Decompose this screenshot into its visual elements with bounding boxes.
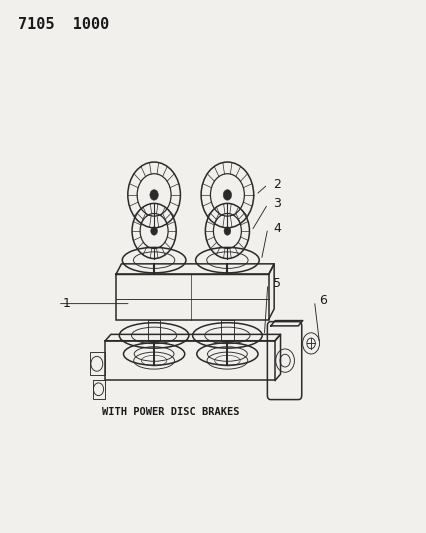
Text: 7105  1000: 7105 1000 [18,17,109,33]
Text: 2: 2 [272,178,280,191]
Text: 6: 6 [319,294,327,308]
Bar [147,319,160,341]
Circle shape [223,190,231,200]
Circle shape [224,227,230,235]
Bar [90,352,105,375]
Circle shape [150,190,158,200]
Text: 3: 3 [272,197,280,211]
Text: WITH POWER DISC BRAKES: WITH POWER DISC BRAKES [102,407,239,417]
Bar [221,319,233,341]
Bar [92,379,105,399]
Bar [105,341,274,381]
Circle shape [150,227,157,235]
Bar [115,274,268,319]
Text: 4: 4 [272,222,280,235]
Text: 1: 1 [63,297,71,310]
Text: 5: 5 [272,278,280,290]
